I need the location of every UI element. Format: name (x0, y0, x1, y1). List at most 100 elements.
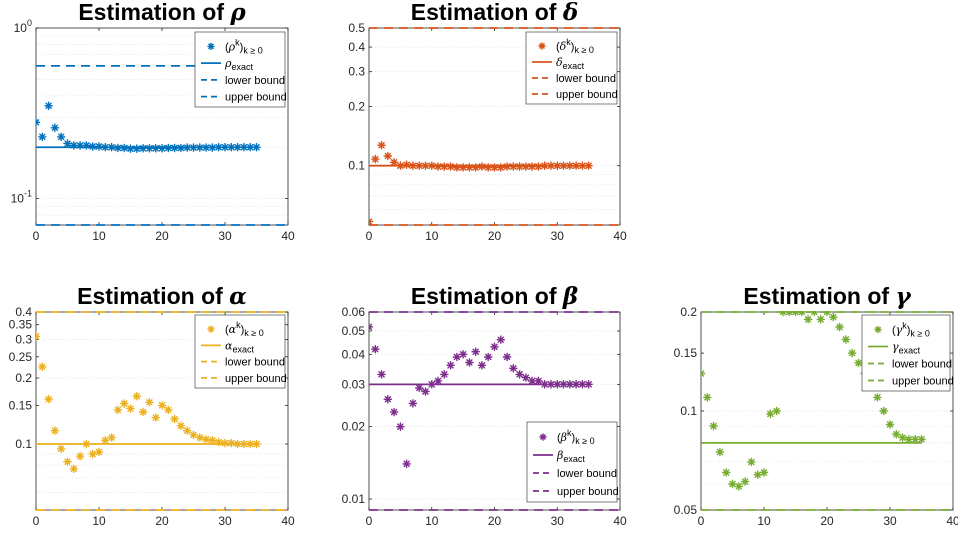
legend-lower-text: lower bound (225, 357, 285, 369)
data-point (578, 161, 587, 170)
x-tick-label: 30 (551, 229, 565, 243)
legend-exact-sub: exact (231, 62, 253, 72)
data-point (245, 439, 255, 449)
x-tick-label: 20 (488, 229, 502, 243)
data-point (527, 376, 537, 386)
x-tick-label: 0 (33, 229, 40, 243)
data-point (565, 161, 575, 170)
legend-paren: ) (240, 41, 244, 53)
data-point (69, 141, 79, 150)
y-tick-label: 0.3 (348, 65, 365, 79)
data-point (784, 311, 794, 317)
data-point (496, 335, 506, 344)
subplot-4: 0 10 20 30 40 0.01 0.02 0.03 0.04 0.05 0.06 Estimat… (342, 283, 627, 528)
data-point (898, 433, 907, 442)
y-tick-label: 0.02 (342, 420, 366, 434)
data-point (151, 413, 160, 422)
legend-paren: ( (557, 432, 561, 444)
y-tick-exponent: 0 (27, 18, 32, 28)
legend-sup: k (235, 37, 240, 47)
legend-sub: k ≥ 0 (910, 329, 929, 339)
x-axis: 0 10 20 30 40 (366, 28, 627, 243)
data-point (440, 370, 449, 379)
data-point (740, 477, 750, 486)
x-tick-label: 30 (218, 229, 232, 243)
legend-label: lower bound (892, 359, 952, 371)
data-point (75, 141, 85, 150)
data-point (433, 376, 443, 386)
x-axis: 0 10 20 30 40 (366, 312, 627, 528)
legend-box (525, 31, 618, 105)
chart-title-prefix: Estimation of (743, 283, 895, 309)
data-point (829, 312, 838, 322)
data-layer (701, 311, 953, 511)
data-point (113, 143, 123, 153)
data-point (578, 380, 587, 389)
legend-sub: k ≥ 0 (575, 436, 594, 446)
data-point (465, 163, 474, 172)
data-point (132, 144, 142, 153)
data-point (496, 163, 506, 172)
legend-paren: ( (225, 324, 229, 336)
data-point (107, 142, 116, 152)
data-point (728, 479, 737, 489)
data-point (371, 344, 380, 354)
legend-symbol: β (556, 449, 563, 462)
data-point (471, 347, 480, 356)
legend-lower-text: lower bound (892, 359, 952, 371)
data-point (389, 158, 399, 167)
data-point (584, 161, 593, 170)
data-point (847, 348, 857, 358)
data-point (396, 161, 405, 170)
data-point (465, 358, 474, 367)
chart-title: Estimation of ρ (78, 0, 246, 26)
data-point (490, 163, 499, 172)
legend-upper-text: upper bound (892, 376, 954, 388)
y-tick-label: 10-1 (11, 189, 32, 206)
x-axis: 0 10 20 30 40 (698, 312, 958, 528)
x-tick-label: 0 (33, 514, 40, 528)
x-tick-label: 40 (613, 514, 627, 528)
data-point (214, 142, 223, 152)
x-tick-label: 40 (281, 229, 295, 243)
data-point (841, 335, 851, 344)
data-point (822, 311, 832, 317)
x-axis: 0 10 20 30 40 (33, 28, 295, 243)
data-point (101, 436, 110, 445)
chart-title-prefix: Estimation of (411, 0, 563, 25)
data-point (734, 482, 744, 491)
data-point (157, 144, 167, 153)
legend-sub: k ≥ 0 (243, 45, 262, 55)
data-point (791, 311, 800, 317)
y-axis: 0.1 0.15 0.2 0.25 0.30.350.4 (9, 305, 288, 451)
chart-title-prefix: Estimation of (411, 283, 563, 309)
legend-upper-text: upper bound (556, 89, 618, 101)
data-point (245, 142, 255, 152)
data-point (571, 161, 581, 170)
y-tick-label: 0.1 (348, 159, 365, 173)
legend-symbol: γ (896, 324, 903, 337)
y-tick-exponent: -1 (24, 189, 32, 199)
legend-exact-sub: exact (899, 346, 921, 356)
y-tick-label: 0.1 (15, 437, 32, 451)
x-tick-label: 40 (281, 514, 295, 528)
data-point (709, 421, 718, 431)
y-tick-label: 0.15 (9, 398, 33, 412)
legend-symbol: δ (556, 56, 563, 69)
legend-label: (αk)k ≥ 0 (225, 320, 264, 338)
legend-marker-iterates (874, 325, 882, 334)
data-point (214, 437, 223, 447)
data-point (371, 154, 380, 164)
y-tick-label: 100 (14, 18, 32, 35)
data-layer (369, 27, 620, 226)
data-point (703, 393, 712, 402)
legend-sup: k (567, 428, 572, 438)
data-point (233, 142, 242, 152)
legend-symbol: α (225, 339, 233, 352)
data-point (753, 470, 762, 479)
data-point (176, 421, 186, 431)
data-point (170, 414, 179, 424)
data-point (521, 162, 531, 171)
data-point (138, 144, 148, 153)
